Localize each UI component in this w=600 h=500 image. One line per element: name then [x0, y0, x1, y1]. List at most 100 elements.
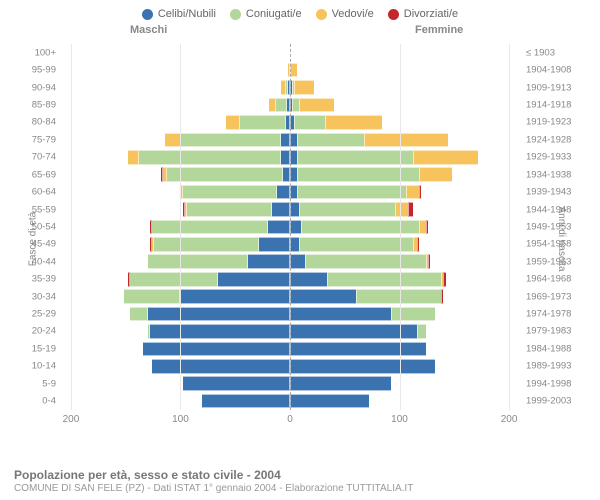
legend-swatch — [230, 9, 241, 20]
x-axis: 2001000100200 — [60, 414, 520, 428]
bar-segment — [272, 202, 290, 217]
bar-segment — [408, 202, 412, 217]
bar-segment — [226, 115, 239, 130]
age-label: 95-99 — [18, 65, 56, 76]
bar-segment — [294, 80, 314, 95]
bar-segment — [290, 376, 391, 391]
legend-label: Celibi/Nubili — [158, 8, 216, 20]
bar-segment — [299, 202, 395, 217]
bar-segment — [441, 289, 443, 304]
bar-male — [60, 272, 290, 287]
bar-segment — [290, 342, 426, 357]
center-line — [290, 44, 291, 410]
bar-male — [60, 45, 290, 60]
bar-female — [290, 272, 520, 287]
age-label: 35-39 — [18, 274, 56, 285]
bar-segment — [187, 202, 272, 217]
bar-segment — [301, 220, 419, 235]
bar-segment — [327, 272, 441, 287]
year-label: ≤ 1903 — [526, 47, 588, 58]
grid-line — [71, 44, 72, 410]
x-tick: 100 — [172, 414, 189, 425]
year-label: 1904-1908 — [526, 65, 588, 76]
bar-female — [290, 359, 520, 374]
bar-segment — [419, 185, 421, 200]
header-female: Femmine — [415, 24, 463, 36]
bar-segment — [297, 167, 420, 182]
bar-segment — [218, 272, 290, 287]
year-label: 1919-1923 — [526, 117, 588, 128]
bar-male — [60, 133, 290, 148]
bar-female — [290, 167, 520, 182]
age-label: 20-24 — [18, 326, 56, 337]
bar-segment — [183, 185, 277, 200]
bar-male — [60, 150, 290, 165]
bar-segment — [259, 237, 290, 252]
legend-swatch — [316, 9, 327, 20]
bar-segment — [297, 150, 413, 165]
bar-female — [290, 133, 520, 148]
age-label: 70-74 — [18, 152, 56, 163]
bar-segment — [419, 167, 452, 182]
bar-female — [290, 289, 520, 304]
bar-female — [290, 324, 520, 339]
bar-segment — [281, 150, 290, 165]
bar-segment — [290, 254, 305, 269]
bar-male — [60, 167, 290, 182]
bar-male — [60, 185, 290, 200]
bar-segment — [406, 185, 419, 200]
bar-segment — [294, 115, 325, 130]
column-headers: Maschi Femmine — [0, 24, 600, 42]
bar-segment — [391, 307, 435, 322]
bar-segment — [277, 185, 290, 200]
bar-segment — [290, 394, 369, 409]
bar-male — [60, 115, 290, 130]
bar-segment — [154, 237, 259, 252]
plot: 100+≤ 190395-991904-190890-941909-191385… — [60, 44, 520, 410]
bar-segment — [325, 115, 382, 130]
year-label: 1929-1933 — [526, 152, 588, 163]
bar-male — [60, 63, 290, 78]
bar-female — [290, 376, 520, 391]
bar-male — [60, 307, 290, 322]
bar-segment — [299, 237, 413, 252]
legend: Celibi/NubiliConiugati/eVedovi/eDivorzia… — [0, 0, 600, 24]
bar-female — [290, 307, 520, 322]
year-label: 1984-1988 — [526, 343, 588, 354]
bar-segment — [150, 324, 290, 339]
chart-title: Popolazione per età, sesso e stato civil… — [14, 468, 586, 482]
year-label: 1954-1958 — [526, 239, 588, 250]
bar-segment — [290, 307, 391, 322]
bar-female — [290, 394, 520, 409]
bar-segment — [299, 98, 334, 113]
bar-segment — [290, 272, 327, 287]
bar-female — [290, 202, 520, 217]
bar-female — [290, 220, 520, 235]
age-label: 25-29 — [18, 309, 56, 320]
x-tick: 200 — [501, 414, 518, 425]
bar-female — [290, 45, 520, 60]
bar-segment — [202, 394, 290, 409]
bar-segment — [139, 150, 281, 165]
age-label: 0-4 — [18, 396, 56, 407]
legend-item: Celibi/Nubili — [142, 8, 216, 20]
bar-male — [60, 254, 290, 269]
age-label: 60-64 — [18, 187, 56, 198]
header-male: Maschi — [130, 24, 167, 36]
year-label: 1909-1913 — [526, 82, 588, 93]
bar-segment — [290, 324, 417, 339]
bar-segment — [130, 307, 148, 322]
bar-segment — [297, 185, 407, 200]
chart-container: Celibi/NubiliConiugati/eVedovi/eDivorzia… — [0, 0, 600, 500]
bar-female — [290, 237, 520, 252]
bar-segment — [165, 133, 180, 148]
bar-segment — [290, 202, 299, 217]
legend-label: Divorziati/e — [404, 8, 458, 20]
age-label: 65-69 — [18, 169, 56, 180]
legend-item: Vedovi/e — [316, 8, 374, 20]
bar-male — [60, 289, 290, 304]
bar-segment — [395, 202, 408, 217]
year-label: 1944-1948 — [526, 204, 588, 215]
bar-segment — [297, 133, 365, 148]
year-label: 1969-1973 — [526, 291, 588, 302]
